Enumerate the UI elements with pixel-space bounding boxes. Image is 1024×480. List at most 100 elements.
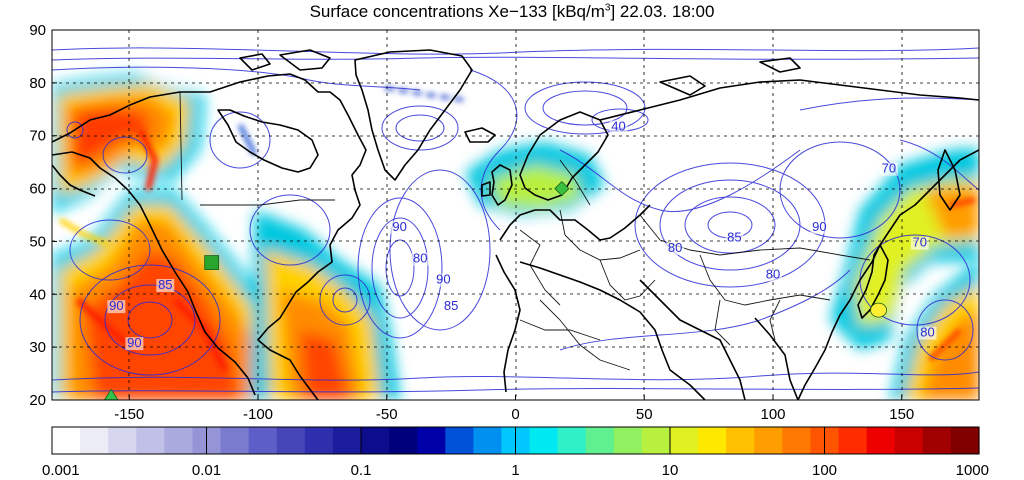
- colorbar-tick-label: 10: [662, 462, 679, 479]
- contour-label-bg: [725, 231, 744, 245]
- contour-lines: [52, 47, 979, 393]
- colorbar-cell: [164, 427, 194, 454]
- colorbar-cell: [613, 427, 643, 454]
- contour-label-bg: [156, 279, 175, 292]
- colorbar-cell: [529, 427, 559, 454]
- colorbar-cell: [304, 427, 334, 454]
- colorbar-tick-label: 0.01: [192, 462, 221, 479]
- contour-label-bg: [442, 300, 461, 314]
- colorbar-cell: [754, 427, 783, 454]
- x-tick-label: -150: [114, 406, 144, 423]
- x-tick-label: 100: [760, 406, 785, 423]
- y-tick-label: 80: [29, 75, 46, 92]
- contour-label: 40: [611, 118, 625, 133]
- y-tick-label: 40: [29, 286, 46, 303]
- x-tick-label: 0: [511, 406, 519, 423]
- colorbar-cell: [782, 427, 812, 454]
- x-tick-label: -50: [376, 406, 398, 423]
- y-tick-label: 50: [29, 233, 46, 250]
- green-diamond-marker: [554, 181, 570, 197]
- colorbar-tick-label: 0.1: [351, 462, 372, 479]
- colorbar-cell: [389, 427, 418, 454]
- contour-label-bg: [434, 273, 453, 287]
- colorbar-cell: [698, 427, 727, 454]
- colorbar-cell: [220, 427, 250, 454]
- colorbar-cell: [473, 427, 503, 454]
- colorbar-cell: [894, 427, 924, 454]
- colorbar-cell: [276, 427, 306, 454]
- contour-label: 90: [392, 219, 406, 234]
- contour-label: 90: [812, 219, 826, 234]
- source-markers: [103, 181, 887, 400]
- colorbar-cell: [136, 427, 165, 454]
- contour-label: 80: [766, 266, 780, 281]
- plume-broad: [52, 74, 979, 400]
- y-tick-label: 30: [29, 339, 46, 356]
- title-superscript: 3: [604, 2, 611, 14]
- x-axis-ticks: -150 -100 -50 0 50 100 150: [114, 395, 914, 423]
- coastlines: [52, 49, 979, 400]
- contour-label-bg: [107, 300, 126, 314]
- contour-label-bg: [879, 162, 898, 176]
- contour-label-bg: [910, 236, 929, 250]
- y-tick-label: 20: [29, 392, 46, 409]
- colorbar-cell: [445, 427, 474, 454]
- colorbar-tick-label: 0.001: [42, 462, 80, 479]
- concentration-field: [52, 74, 979, 400]
- contour-label: 90: [436, 272, 450, 287]
- contour-label: 80: [920, 325, 934, 340]
- contour-label: 80: [668, 240, 682, 255]
- colorbar-tick-label: 1: [511, 462, 519, 479]
- title-prefix: Surface concentrations Xe−133 [kBq/m: [309, 2, 605, 21]
- contour-label-bg: [666, 242, 685, 255]
- contour-label: 85: [158, 277, 172, 292]
- colorbar-tick-label: 100: [812, 462, 837, 479]
- contour-label-bg: [411, 252, 430, 266]
- colorbar-cell: [361, 427, 390, 454]
- contour-label-bg: [609, 120, 628, 134]
- contour-labels: 40 70 70 90 80 85 80 90 90 85 80 90 85 90 80: [107, 118, 937, 351]
- y-tick-label: 90: [29, 22, 46, 39]
- x-tick-label: 150: [889, 406, 914, 423]
- colorbar-cell: [866, 427, 896, 454]
- contour-label-bg: [810, 220, 829, 234]
- contour-label: 85: [444, 298, 458, 313]
- contour-label-bg: [764, 268, 782, 282]
- contour-label-bg: [125, 337, 144, 351]
- y-tick-label: 70: [29, 128, 46, 145]
- colorbar-cell: [332, 427, 362, 454]
- x-tick-label: -100: [243, 406, 273, 423]
- plume-streaks: [58, 86, 976, 372]
- x-tick-label: 50: [636, 406, 653, 423]
- colorbar-cell: [417, 427, 446, 454]
- yellow-circle-marker: [870, 302, 887, 318]
- contour-label: 80: [413, 251, 427, 266]
- country-borders: [179, 91, 871, 371]
- colorbar-cell: [248, 427, 278, 454]
- colorbar-cell: [80, 427, 109, 454]
- colorbar-ticks: 0.001 0.01 0.1 1 10 100 1000: [42, 427, 989, 479]
- colorbar-cell: [52, 427, 81, 454]
- y-tick-label: 60: [29, 181, 46, 198]
- colorbar-cell: [585, 427, 615, 454]
- contour-label-bg: [918, 326, 937, 340]
- colorbar-cell: [670, 427, 699, 454]
- y-axis-ticks: 20 30 40 50 60 70 80 90: [29, 22, 57, 409]
- contour-label-bg: [390, 220, 409, 234]
- contour-label: 90: [127, 335, 141, 350]
- colorbar-cell: [641, 427, 671, 454]
- green-triangle-marker: [103, 388, 119, 400]
- colorbar: 0.001 0.01 0.1 1 10 100 1000: [42, 426, 989, 479]
- green-square-marker: [204, 255, 220, 270]
- contour-label: 90: [109, 298, 123, 313]
- colorbar-cell: [108, 427, 137, 454]
- colorbar-cell: [922, 427, 952, 454]
- graticule: [52, 30, 979, 400]
- colorbar-tick-label: 1000: [956, 462, 989, 479]
- contour-label: 85: [727, 229, 741, 244]
- contour-label: 70: [913, 235, 927, 250]
- colorbar-cell: [838, 427, 868, 454]
- map-plot-area: 40 70 70 90 80 85 80 90 90 85 80 90 85 90 80: [52, 30, 979, 400]
- colorbar-cell: [557, 427, 587, 454]
